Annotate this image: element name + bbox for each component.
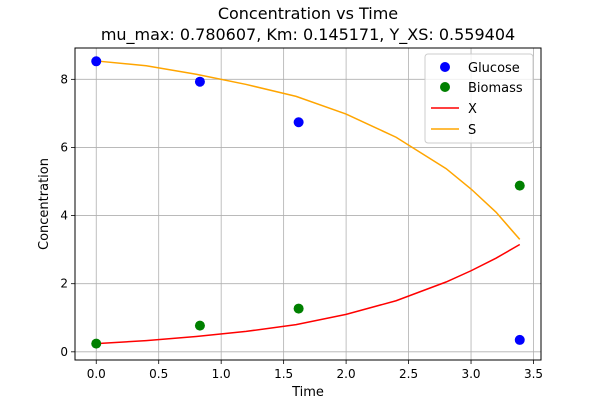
x-tick-label: 2.5 [399, 367, 418, 381]
legend: Glucose Biomass X S [424, 53, 534, 144]
chart-subtitle: mu_max: 0.780607, Km: 0.145171, Y_XS: 0.… [101, 25, 515, 45]
point-biomass [293, 303, 304, 314]
point-glucose [194, 76, 205, 87]
y-tick-label: 2 [60, 277, 68, 291]
grid [75, 48, 541, 360]
point-biomass [194, 320, 205, 331]
plot-area-frame [74, 47, 542, 361]
x-tick-label: 0.0 [87, 367, 106, 381]
y-axis-label: Concentration [37, 158, 52, 250]
y-axis-ticks: 0 2 4 6 8 [60, 72, 75, 359]
legend-label-x: X [468, 102, 477, 117]
line-series-x [96, 243, 521, 345]
x-tick-label: 0.5 [149, 367, 168, 381]
x-tick-label: 1.5 [274, 367, 293, 381]
legend-label-s: S [468, 123, 476, 138]
legend-box [424, 53, 534, 144]
line-series-s [96, 60, 521, 240]
legend-label-glucose: Glucose [468, 61, 520, 76]
y-tick-label: 4 [60, 209, 68, 223]
x-tick-label: 1.0 [212, 367, 231, 381]
chart-title: Concentration vs Time [218, 4, 398, 23]
point-glucose [514, 334, 525, 345]
point-glucose [293, 117, 304, 128]
scatter-series-layer [91, 56, 525, 349]
x-axis-ticks: 0.0 0.5 1.0 1.5 2.0 2.5 3.0 3.5 [87, 360, 543, 381]
legend-label-biomass: Biomass [468, 81, 523, 96]
point-glucose [91, 56, 102, 67]
x-tick-label: 3.0 [461, 367, 480, 381]
y-tick-label: 0 [60, 345, 68, 359]
y-tick-label: 8 [60, 72, 68, 86]
x-axis-label: Time [291, 385, 324, 400]
y-tick-label: 6 [60, 140, 68, 154]
x-tick-label: 3.5 [524, 367, 543, 381]
legend-marker-glucose [440, 62, 450, 72]
point-biomass [91, 338, 102, 349]
legend-marker-biomass [440, 82, 450, 92]
line-series-layer [96, 60, 521, 345]
point-biomass [514, 180, 525, 191]
x-tick-label: 2.0 [337, 367, 356, 381]
